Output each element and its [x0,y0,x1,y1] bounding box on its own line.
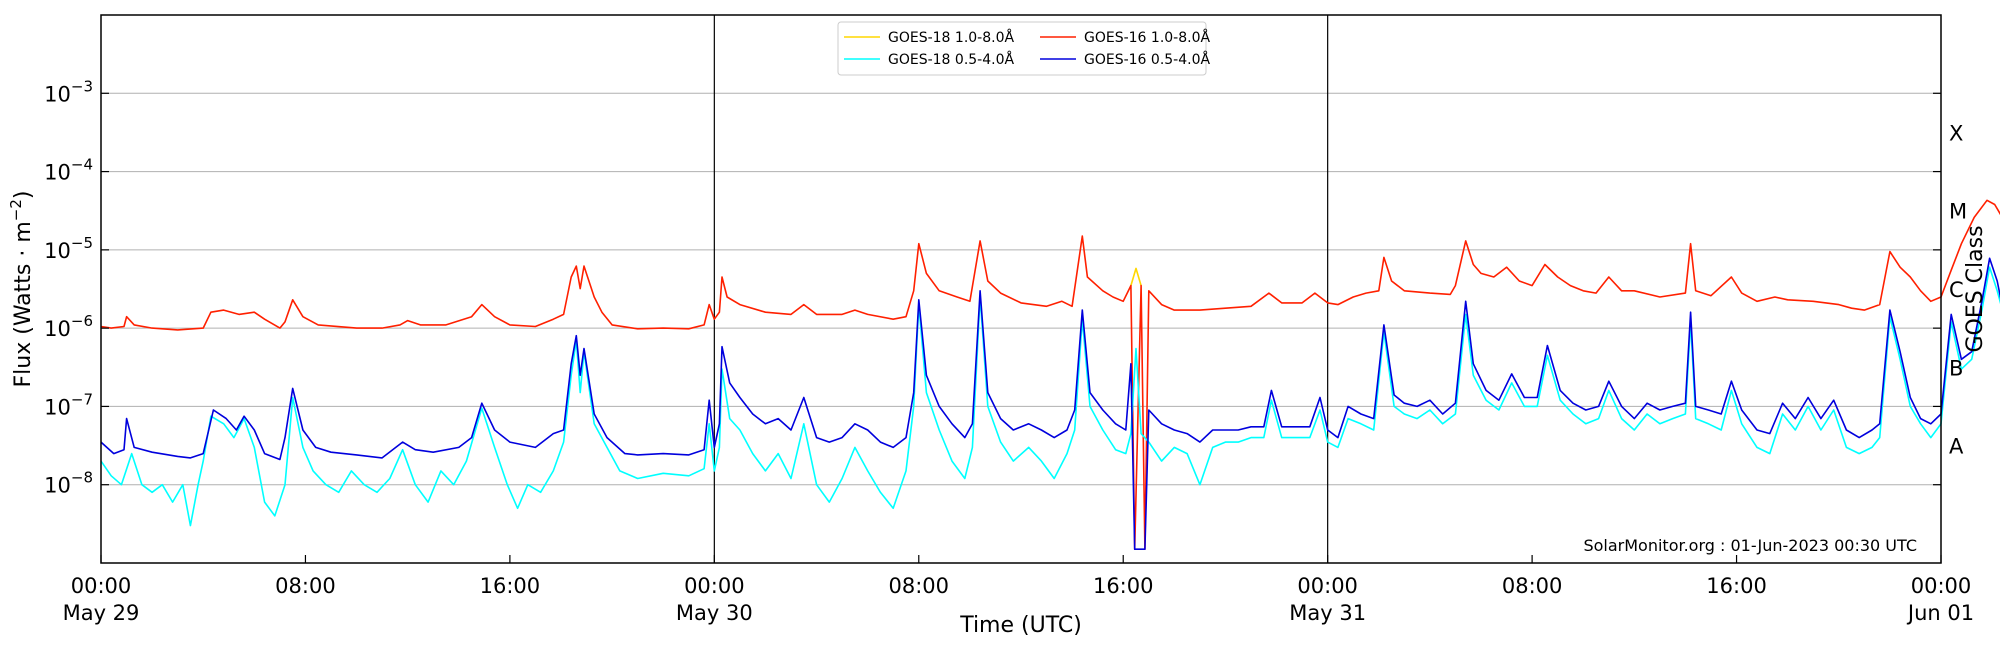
y-tick-exponent: −5 [71,234,93,252]
series-line-3 [100,266,2000,527]
x-tick-label-time: 08:00 [889,574,950,598]
y-tick-base: 10 [44,82,71,106]
series-layer [100,199,2000,550]
legend-label: GOES-18 0.5-4.0Å [888,51,1014,68]
x-tick-label-time: 16:00 [480,574,541,598]
y-axis-title-close: ) [11,191,36,200]
y-tick-exponent: −8 [71,469,93,487]
x-tick-label-date: May 31 [1289,601,1366,625]
y-axis-title-exponent: −2 [7,199,25,221]
y-tick-label: 10−6 [44,312,93,341]
y-tick-base: 10 [44,395,71,419]
x-tick-label-time: 00:00 [684,574,745,598]
legend-label: GOES-16 1.0-8.0Å [1084,29,1210,46]
y-tick-exponent: −4 [71,156,93,174]
y-tick-base: 10 [44,317,71,341]
y-tick-label: 10−7 [44,390,93,419]
x-tick-label-time: 08:00 [275,574,336,598]
goes-class-label: B [1949,356,1963,380]
x-tick-label-date: Jun 01 [1906,601,1974,625]
y-tick-label: 10−8 [44,469,93,498]
credit-text: SolarMonitor.org : 01-Jun-2023 00:30 UTC [1583,536,1917,555]
y-tick-base: 10 [44,474,71,498]
grid-layer [101,92,1941,486]
x-axis-title: Time (UTC) [959,613,1082,638]
x-tick-label-time: 00:00 [1911,574,1972,598]
goes-class-label: M [1949,200,1967,224]
goes-class-title: GOES Class [1963,225,1988,352]
series-line-1 [1130,267,1142,286]
legend-label: GOES-18 1.0-8.0Å [888,29,1014,46]
day-boundary-layer [713,15,1329,563]
y-tick-exponent: −7 [71,390,93,408]
goes-class-label: X [1949,121,1963,145]
x-tick-label-date: May 30 [676,601,753,625]
x-tick-label-time: 08:00 [1502,574,1563,598]
legend-box [837,21,1207,76]
goes-class-label: A [1949,435,1964,459]
y-tick-base: 10 [44,239,71,263]
y-tick-exponent: −6 [71,312,93,330]
series-line-2 [100,199,2000,550]
y-tick-label: 10−3 [44,77,93,106]
series-line-4 [100,257,2000,550]
plot-frame [100,14,1942,564]
legend: GOES-18 1.0-8.0Å GOES-18 0.5-4.0Å GOES-16 … [837,21,1210,76]
goes-class-layer: A B C M X [1949,121,1967,458]
y-tick-exponent: −3 [71,77,93,95]
y-tick-label: 10−5 [44,234,93,263]
x-tick-label-date: May 29 [63,601,140,625]
x-tick-label-time: 00:00 [1297,574,1358,598]
y-axis-title-main: Flux (Watts · m [11,221,36,387]
legend-label: GOES-16 0.5-4.0Å [1084,51,1210,68]
y-axis-title: Flux (Watts · m−2) [7,191,36,388]
y-tick-base: 10 [44,161,71,185]
x-tick-label-time: 16:00 [1706,574,1767,598]
y-tick-label: 10−4 [44,156,93,185]
goes-class-label: C [1949,278,1964,302]
x-tick-label-time: 00:00 [71,574,132,598]
x-tick-label-time: 16:00 [1093,574,1154,598]
